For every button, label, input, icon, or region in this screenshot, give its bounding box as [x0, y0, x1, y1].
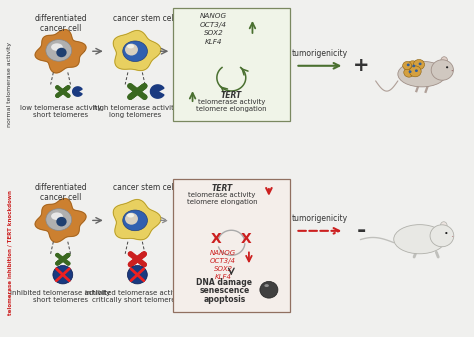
- Circle shape: [128, 95, 133, 100]
- Text: tumorigenicity: tumorigenicity: [292, 49, 348, 58]
- Text: differentiated
cancer cell: differentiated cancer cell: [34, 14, 87, 33]
- Text: NANOG: NANOG: [200, 13, 227, 19]
- Text: X: X: [241, 233, 252, 246]
- Ellipse shape: [46, 40, 72, 61]
- Text: apoptosis: apoptosis: [203, 295, 246, 304]
- Text: high telomerase activity
long telomeres: high telomerase activity long telomeres: [92, 105, 178, 118]
- Circle shape: [66, 94, 71, 98]
- Text: DNA damage: DNA damage: [196, 278, 252, 287]
- Circle shape: [412, 65, 415, 67]
- Ellipse shape: [125, 213, 138, 225]
- Circle shape: [53, 266, 73, 284]
- Circle shape: [66, 253, 71, 257]
- Text: KLF4: KLF4: [205, 39, 222, 45]
- Text: telomere elongation: telomere elongation: [196, 106, 267, 112]
- Circle shape: [55, 262, 59, 266]
- Text: TERT: TERT: [211, 184, 233, 193]
- Text: NANOG: NANOG: [210, 250, 236, 256]
- Polygon shape: [113, 200, 161, 240]
- Circle shape: [431, 60, 454, 80]
- Text: SOX2: SOX2: [204, 30, 224, 36]
- Circle shape: [142, 262, 147, 267]
- Ellipse shape: [398, 61, 446, 87]
- Text: TERT: TERT: [221, 91, 242, 100]
- Circle shape: [404, 68, 414, 77]
- Text: telomerase inhibition / TERT knockdown: telomerase inhibition / TERT knockdown: [8, 190, 12, 315]
- Text: cancer stem cell: cancer stem cell: [113, 183, 175, 192]
- Ellipse shape: [440, 222, 447, 229]
- Circle shape: [66, 85, 71, 89]
- Circle shape: [260, 281, 278, 298]
- Text: telomerase activity: telomerase activity: [188, 192, 255, 198]
- Circle shape: [406, 61, 419, 72]
- Polygon shape: [35, 198, 86, 242]
- Text: differentiated
cancer cell: differentiated cancer cell: [34, 183, 87, 202]
- Polygon shape: [150, 85, 164, 98]
- Ellipse shape: [123, 210, 147, 231]
- Text: normal telomerase activity: normal telomerase activity: [8, 42, 12, 127]
- Circle shape: [128, 83, 133, 89]
- Text: SOX2: SOX2: [213, 266, 233, 272]
- Text: senescence: senescence: [199, 286, 249, 296]
- Circle shape: [56, 217, 67, 226]
- Circle shape: [142, 251, 147, 256]
- Circle shape: [128, 266, 147, 284]
- Circle shape: [55, 94, 59, 98]
- Text: inhibited telomerase activity
short telomeres: inhibited telomerase activity short telo…: [10, 290, 111, 303]
- Circle shape: [446, 66, 448, 68]
- Text: inhibited telomerase activity
critically short telomeres: inhibited telomerase activity critically…: [85, 290, 185, 303]
- Text: OCT3/4: OCT3/4: [210, 258, 236, 264]
- Ellipse shape: [46, 209, 72, 231]
- Circle shape: [55, 253, 59, 257]
- Circle shape: [55, 85, 59, 89]
- Ellipse shape: [123, 41, 147, 62]
- Circle shape: [128, 262, 133, 267]
- Circle shape: [128, 251, 133, 256]
- Ellipse shape: [452, 70, 453, 71]
- Polygon shape: [113, 31, 161, 70]
- Text: X: X: [211, 233, 222, 246]
- Circle shape: [419, 62, 421, 65]
- Circle shape: [410, 66, 421, 77]
- Circle shape: [445, 232, 447, 234]
- Ellipse shape: [394, 225, 446, 254]
- Ellipse shape: [452, 236, 454, 237]
- Circle shape: [407, 64, 410, 66]
- Circle shape: [403, 61, 411, 70]
- Circle shape: [409, 70, 411, 73]
- FancyBboxPatch shape: [173, 8, 290, 121]
- Ellipse shape: [51, 212, 63, 220]
- Text: low telomerase activity
short telomeres: low telomerase activity short telomeres: [20, 105, 101, 118]
- Circle shape: [415, 69, 418, 72]
- Ellipse shape: [127, 44, 134, 49]
- Ellipse shape: [125, 44, 138, 56]
- Polygon shape: [35, 30, 86, 73]
- Circle shape: [142, 83, 147, 89]
- Polygon shape: [73, 87, 82, 96]
- Text: tumorigenicity: tumorigenicity: [292, 214, 348, 223]
- Ellipse shape: [51, 43, 63, 51]
- Text: -: -: [356, 221, 365, 241]
- Circle shape: [430, 225, 454, 247]
- Text: +: +: [353, 56, 369, 75]
- Circle shape: [142, 95, 147, 100]
- Text: telomere elongation: telomere elongation: [187, 199, 257, 205]
- Circle shape: [56, 48, 67, 57]
- Ellipse shape: [441, 57, 447, 64]
- Text: cancer stem cell: cancer stem cell: [113, 14, 175, 23]
- Ellipse shape: [264, 284, 269, 287]
- Ellipse shape: [127, 213, 134, 218]
- FancyBboxPatch shape: [173, 179, 290, 312]
- Circle shape: [413, 59, 425, 70]
- Circle shape: [66, 262, 71, 266]
- Text: telomerase activity: telomerase activity: [198, 99, 265, 104]
- Text: OCT3/4: OCT3/4: [200, 22, 227, 28]
- Text: KLF4: KLF4: [215, 274, 232, 280]
